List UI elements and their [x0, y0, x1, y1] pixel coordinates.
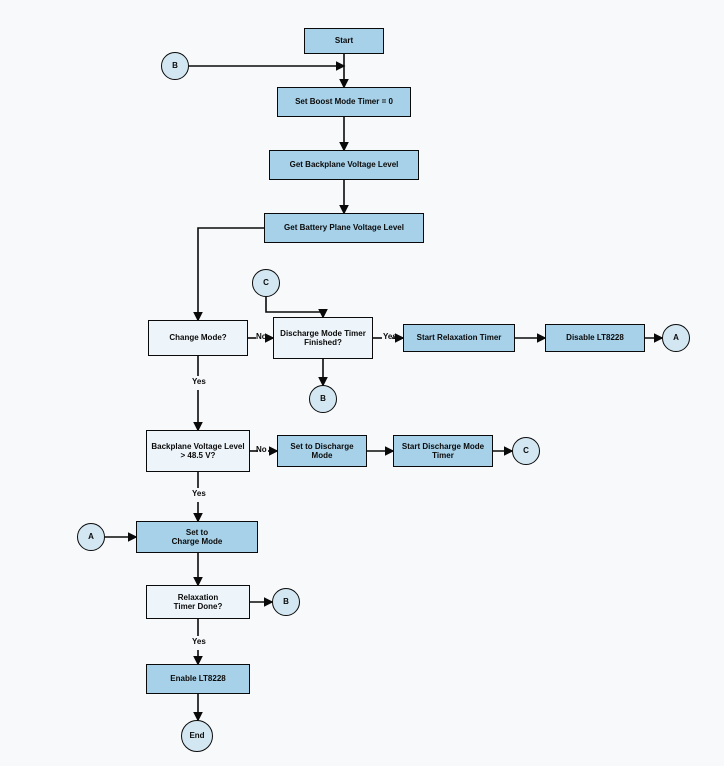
- node-end: End: [181, 720, 213, 752]
- node-c_right: C: [512, 437, 540, 465]
- edge-label: No: [256, 445, 267, 454]
- node-label: B: [172, 61, 178, 70]
- node-label: Disable LT8228: [566, 333, 624, 342]
- node-disable_lt: Disable LT8228: [545, 324, 645, 352]
- node-label: Backplane Voltage Level > 48.5 V?: [151, 442, 245, 460]
- edge: [266, 297, 323, 317]
- node-b_bot: B: [272, 588, 300, 616]
- flowchart-canvas: Start B Set Boost Mode Timer = 0 Get Backpl…: [0, 0, 724, 766]
- node-start: Start: [304, 28, 384, 54]
- node-label: RelaxationTimer Done?: [174, 593, 223, 611]
- node-set_boost: Set Boost Mode Timer = 0: [277, 87, 411, 117]
- node-set_charge: Set toCharge Mode: [136, 521, 258, 553]
- node-label: Get Backplane Voltage Level: [290, 160, 399, 169]
- node-change_mode: Change Mode?: [148, 320, 248, 356]
- node-b_mid: B: [309, 385, 337, 413]
- node-label: End: [189, 731, 204, 740]
- edge-label: Yes: [192, 489, 206, 498]
- edge-label: Yes: [192, 377, 206, 386]
- node-set_discharge: Set to Discharge Mode: [277, 435, 367, 467]
- node-b_top: B: [161, 52, 189, 80]
- node-label: Start: [335, 36, 353, 45]
- node-label: C: [263, 278, 269, 287]
- node-get_backplane: Get Backplane Voltage Level: [269, 150, 419, 180]
- edge-label: Yes: [383, 332, 397, 341]
- node-label: Start Relaxation Timer: [417, 333, 502, 342]
- node-label: Start Discharge Mode Timer: [398, 442, 488, 460]
- node-a_left: A: [77, 523, 105, 551]
- node-discharge_fin: Discharge Mode Timer Finished?: [273, 317, 373, 359]
- node-label: Set to Discharge Mode: [282, 442, 362, 460]
- node-label: Set toCharge Mode: [172, 528, 223, 546]
- node-backplane_gt: Backplane Voltage Level > 48.5 V?: [146, 430, 250, 472]
- node-get_battery: Get Battery Plane Voltage Level: [264, 213, 424, 243]
- edge-label: Yes: [192, 637, 206, 646]
- node-c_top: C: [252, 269, 280, 297]
- node-label: A: [88, 532, 94, 541]
- node-label: A: [673, 333, 679, 342]
- node-label: C: [523, 446, 529, 455]
- node-a_right: A: [662, 324, 690, 352]
- node-label: Set Boost Mode Timer = 0: [295, 97, 393, 106]
- node-start_relax: Start Relaxation Timer: [403, 324, 515, 352]
- node-enable_lt: Enable LT8228: [146, 664, 250, 694]
- node-label: B: [320, 394, 326, 403]
- edge-label: No: [256, 332, 267, 341]
- node-relax_done: RelaxationTimer Done?: [146, 585, 250, 619]
- node-label: Discharge Mode Timer Finished?: [278, 329, 368, 347]
- node-label: B: [283, 597, 289, 606]
- node-label: Change Mode?: [169, 333, 226, 342]
- node-label: Get Battery Plane Voltage Level: [284, 223, 404, 232]
- node-label: Enable LT8228: [170, 674, 225, 683]
- node-start_discharge: Start Discharge Mode Timer: [393, 435, 493, 467]
